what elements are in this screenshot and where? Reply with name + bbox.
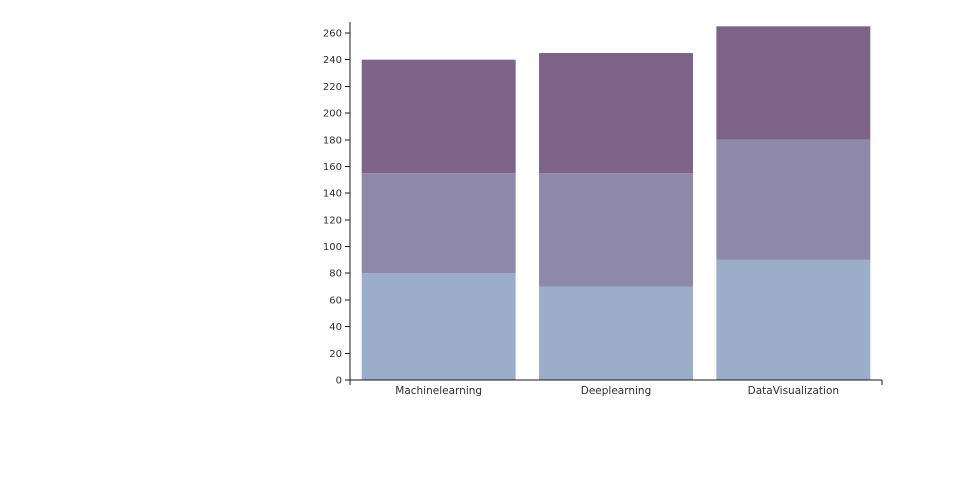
- bar-segment-segment-bottom-Deeplearning: [539, 286, 693, 380]
- y-tick-label: 60: [329, 295, 342, 306]
- bar-segment-segment-middle-Deeplearning: [539, 173, 693, 287]
- y-tick-label: 260: [323, 29, 342, 40]
- x-category-label: DataVisualization: [748, 385, 839, 397]
- bar-segment-segment-middle-Machinelearning: [361, 173, 516, 274]
- bar-segment-segment-top-Machinelearning: [361, 59, 516, 174]
- y-tick-label: 40: [329, 322, 342, 333]
- y-tick-label: 80: [329, 269, 342, 280]
- y-tick-label: 20: [329, 349, 342, 360]
- bar-segment-segment-top-DataVisualization: [716, 26, 871, 140]
- y-tick-label: 200: [323, 109, 342, 120]
- x-category-label: Deeplearning: [581, 385, 652, 397]
- y-tick-label: 160: [323, 162, 342, 173]
- y-tick-label: 220: [323, 82, 342, 93]
- bar-segment-segment-top-Deeplearning: [539, 53, 693, 174]
- y-tick-label: 100: [323, 242, 342, 253]
- x-category-label: Machinelearning: [395, 385, 482, 397]
- y-tick-label: 120: [323, 215, 342, 226]
- y-tick-label: 240: [323, 55, 342, 66]
- bar-segment-segment-bottom-DataVisualization: [716, 259, 871, 380]
- bar-segment-segment-middle-DataVisualization: [716, 139, 871, 260]
- y-tick-label: 140: [323, 189, 342, 200]
- bar-segment-segment-bottom-Machinelearning: [361, 273, 516, 380]
- y-tick-label: 180: [323, 135, 342, 146]
- y-tick-label: 0: [336, 376, 342, 387]
